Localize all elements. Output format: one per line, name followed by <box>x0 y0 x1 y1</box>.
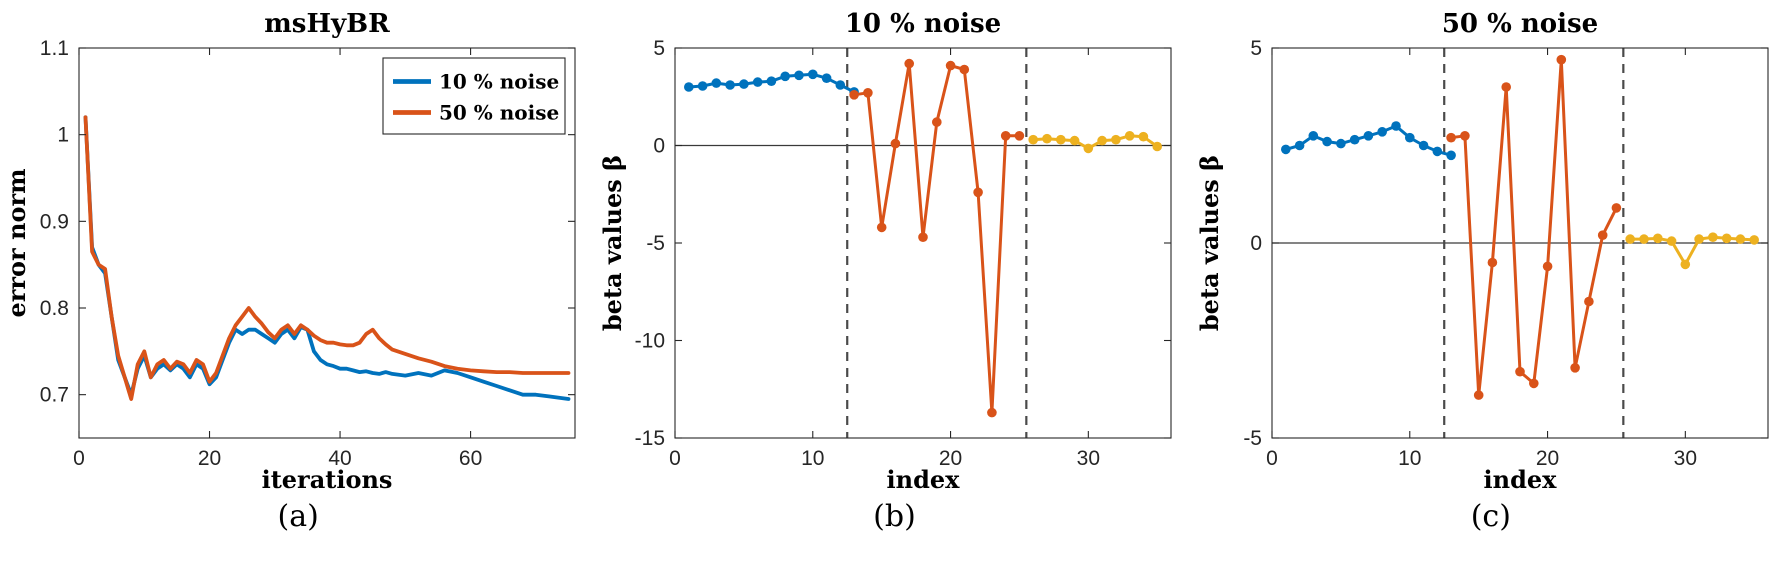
svg-text:30: 30 <box>1673 447 1696 470</box>
svg-text:iterations: iterations <box>262 465 393 494</box>
svg-text:0.8: 0.8 <box>40 297 69 320</box>
panel-a: 0 20 40 60 0.7 0.8 0.9 1 1.1 msHyBR iterations erro… <box>0 0 596 561</box>
svg-text:beta values β: beta values β <box>599 155 627 331</box>
svg-text:0: 0 <box>73 447 85 470</box>
svg-text:index: index <box>887 465 961 494</box>
svg-text:30: 30 <box>1077 447 1100 470</box>
svg-text:0.9: 0.9 <box>40 210 69 233</box>
svg-text:20: 20 <box>1536 447 1559 470</box>
svg-text:0: 0 <box>670 447 682 470</box>
svg-text:-15: -15 <box>635 427 665 450</box>
svg-text:0: 0 <box>1266 447 1278 470</box>
svg-text:60: 60 <box>459 447 482 470</box>
svg-text:-10: -10 <box>635 330 665 353</box>
svg-text:index: index <box>1483 465 1557 494</box>
svg-text:0: 0 <box>1250 232 1262 255</box>
svg-text:1.1: 1.1 <box>40 37 69 60</box>
svg-text:beta values β: beta values β <box>1196 155 1224 331</box>
svg-text:-5: -5 <box>647 232 666 255</box>
svg-text:10 % noise: 10 % noise <box>845 9 1001 39</box>
caption-c: (c) <box>1470 499 1511 534</box>
chart-error-norm: 0 20 40 60 0.7 0.8 0.9 1 1.1 msHyBR iterations erro… <box>3 2 594 502</box>
svg-text:0: 0 <box>654 135 666 158</box>
svg-text:20: 20 <box>939 447 962 470</box>
svg-text:0.7: 0.7 <box>40 384 69 407</box>
panel-b: 0 10 20 30 -15 -10 -5 0 5 10 % noise index beta val… <box>596 0 1192 561</box>
svg-text:20: 20 <box>198 447 221 470</box>
svg-text:5: 5 <box>1250 37 1262 60</box>
svg-text:40: 40 <box>329 447 352 470</box>
svg-text:10: 10 <box>1398 447 1421 470</box>
caption-b: (b) <box>873 499 916 534</box>
svg-text:-5: -5 <box>1243 427 1262 450</box>
svg-text:error norm: error norm <box>3 168 31 317</box>
svg-text:1: 1 <box>57 124 69 147</box>
svg-text:10 % noise: 10 % noise <box>439 70 559 94</box>
svg-text:10: 10 <box>802 447 825 470</box>
caption-a: (a) <box>277 499 319 534</box>
svg-text:50 % noise: 50 % noise <box>1442 9 1598 39</box>
svg-text:5: 5 <box>654 37 666 60</box>
panel-c: 0 10 20 30 -5 0 5 50 % noise index beta values β … <box>1193 0 1789 561</box>
svg-text:50 % noise: 50 % noise <box>439 101 559 125</box>
chart-beta-10-noise: 0 10 20 30 -15 -10 -5 0 5 10 % noise index beta val… <box>599 2 1190 502</box>
svg-text:msHyBR: msHyBR <box>264 9 390 39</box>
